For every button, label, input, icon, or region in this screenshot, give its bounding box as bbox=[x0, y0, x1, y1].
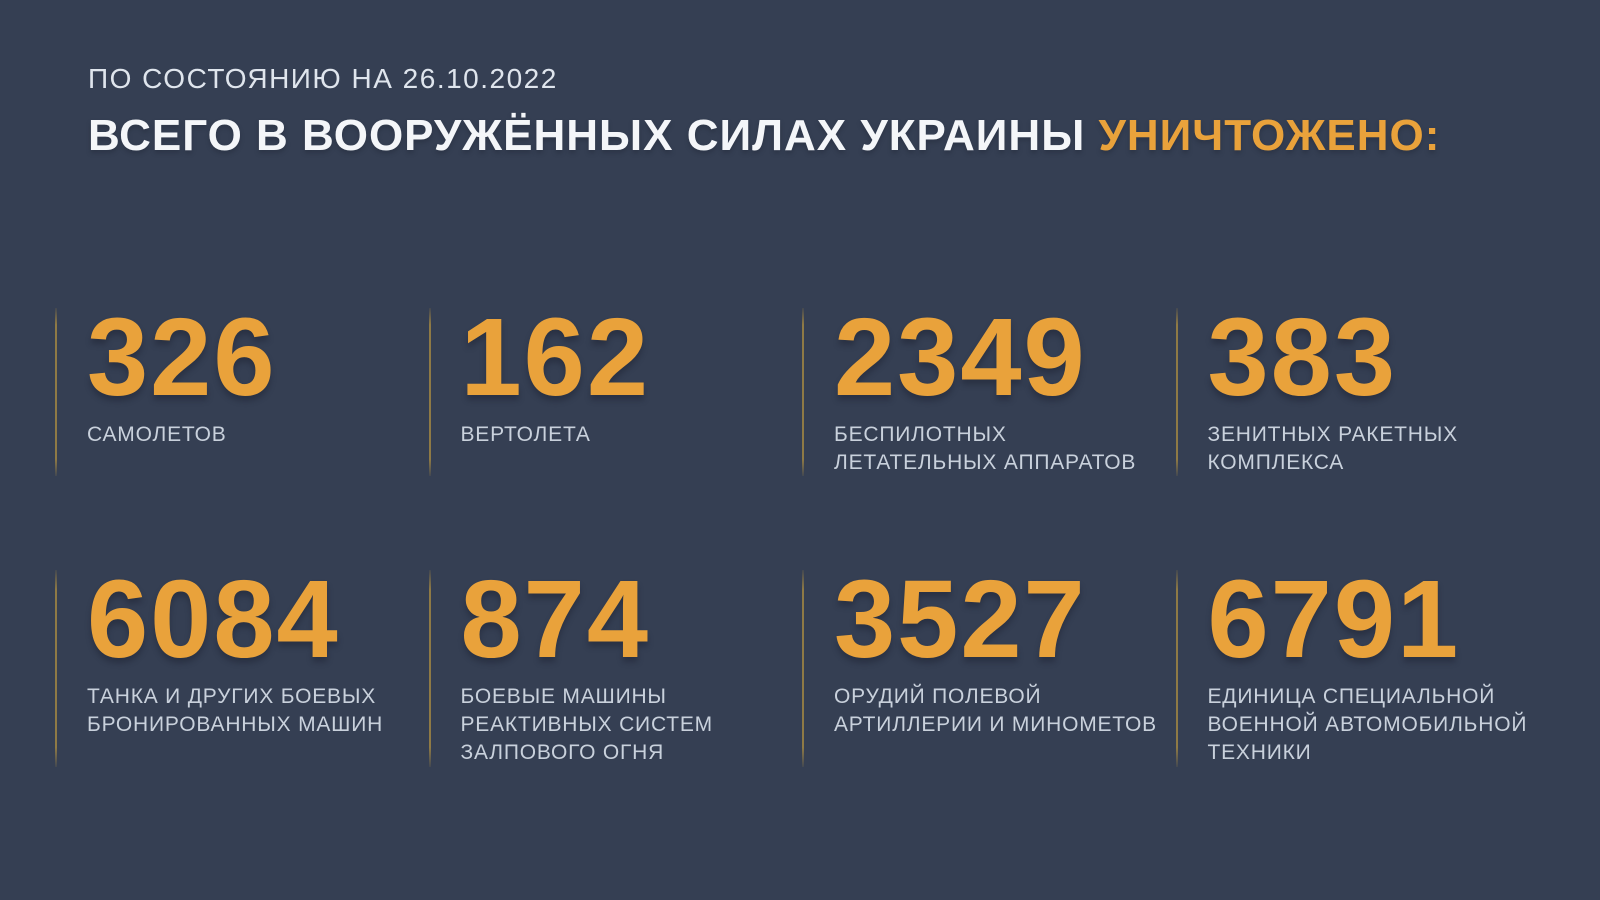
stat-value: 6791 bbox=[1207, 558, 1461, 682]
page-title-main: ВСЕГО В ВООРУЖЁННЫХ СИЛАХ УКРАИНЫ bbox=[88, 110, 1099, 160]
divider-line bbox=[55, 570, 57, 767]
date-line: ПО СОСТОЯНИЮ НА 26.10.2022 bbox=[88, 63, 558, 94]
divider-line bbox=[1175, 308, 1178, 477]
stat-value: 6084 bbox=[87, 558, 340, 682]
stats-grid: 326 САМОЛЕТОВ 162 ВЕРТОЛЕТА 2349 БЕСПИЛО… bbox=[55, 296, 1550, 767]
divider-line bbox=[802, 570, 804, 767]
stat-label: ЕДИНИЦА СПЕЦИАЛЬНОЙ ВОЕННОЙ АВТОМОБИЛЬНО… bbox=[1207, 685, 1528, 764]
stat-value: 383 bbox=[1207, 296, 1398, 419]
stat-label: ТАНКА И ДРУГИХ БОЕВЫХ БРОНИРОВАННЫХ МАШИ… bbox=[87, 685, 384, 737]
page-title: ВСЕГО В ВООРУЖЁННЫХ СИЛАХ УКРАИНЫ УНИЧТО… bbox=[88, 110, 1560, 163]
stat-card-sam-systems: 383 ЗЕНИТНЫХ РАКЕТНЫХ КОМПЛЕКСА bbox=[1175, 296, 1550, 477]
stat-label: САМОЛЕТОВ bbox=[87, 423, 227, 446]
stat-value: 874 bbox=[460, 558, 651, 682]
stat-card-tanks: 6084 ТАНКА И ДРУГИХ БОЕВЫХ БРОНИРОВАННЫХ… bbox=[55, 558, 429, 767]
stat-label: ВЕРТОЛЕТА bbox=[460, 423, 591, 446]
divider-line bbox=[428, 308, 431, 477]
stat-label: БОЕВЫЕ МАШИНЫ РЕАКТИВНЫХ СИСТЕМ ЗАЛПОВОГ… bbox=[460, 685, 713, 764]
stat-card-uav: 2349 БЕСПИЛОТНЫХ ЛЕТАТЕЛЬНЫХ АППАРАТОВ bbox=[802, 296, 1176, 477]
page-title-accent: УНИЧТОЖЕНО: bbox=[1098, 110, 1441, 160]
divider-line bbox=[1175, 570, 1178, 767]
header: ПО СОСТОЯНИЮ НА 26.10.2022 ВСЕГО В ВООРУ… bbox=[88, 62, 1560, 162]
stat-card-aircraft: 326 САМОЛЕТОВ bbox=[55, 296, 429, 477]
divider-line bbox=[55, 308, 57, 477]
stat-label: БЕСПИЛОТНЫХ ЛЕТАТЕЛЬНЫХ АППАРАТОВ bbox=[834, 423, 1137, 474]
stat-card-artillery: 3527 ОРУДИЙ ПОЛЕВОЙ АРТИЛЛЕРИИ И МИНОМЕТ… bbox=[802, 558, 1176, 767]
divider-line bbox=[802, 308, 804, 477]
stat-card-helicopters: 162 ВЕРТОЛЕТА bbox=[428, 296, 803, 477]
stat-value: 3527 bbox=[834, 558, 1087, 682]
stat-value: 162 bbox=[460, 296, 651, 419]
divider-line bbox=[428, 570, 431, 767]
stat-value: 2349 bbox=[834, 296, 1087, 419]
stat-label: ОРУДИЙ ПОЛЕВОЙ АРТИЛЛЕРИИ И МИНОМЕТОВ bbox=[834, 685, 1157, 737]
stat-value: 326 bbox=[87, 296, 277, 419]
stat-card-mlrs: 874 БОЕВЫЕ МАШИНЫ РЕАКТИВНЫХ СИСТЕМ ЗАЛП… bbox=[428, 558, 803, 767]
stat-card-military-vehicles: 6791 ЕДИНИЦА СПЕЦИАЛЬНОЙ ВОЕННОЙ АВТОМОБ… bbox=[1175, 558, 1550, 767]
stat-label: ЗЕНИТНЫХ РАКЕТНЫХ КОМПЛЕКСА bbox=[1207, 423, 1458, 474]
